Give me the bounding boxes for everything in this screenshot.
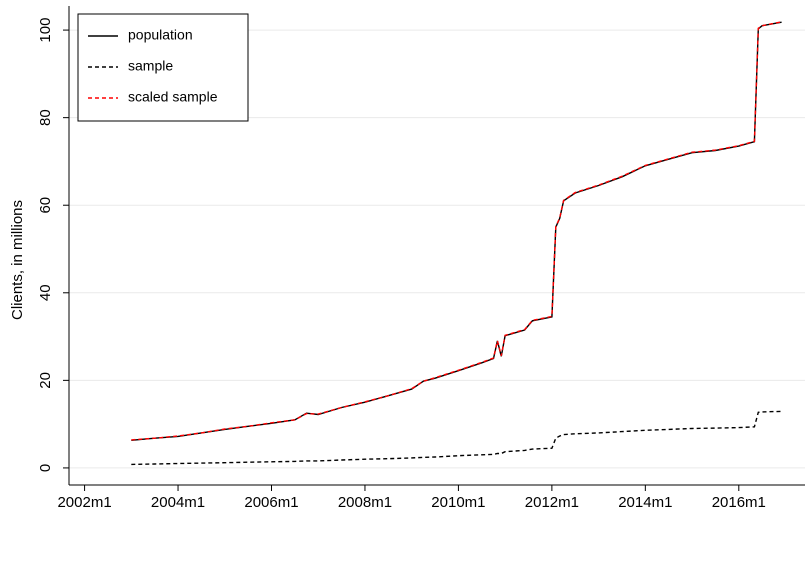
legend-box [77,13,249,122]
y-tick-label: 20 [37,372,54,389]
x-tick-label: 2016m1 [712,494,766,511]
x-tick-label: 2008m1 [338,494,392,511]
x-tick-label: 2006m1 [244,494,298,511]
legend-label: sample [128,58,173,74]
y-tick-label: 40 [37,284,54,301]
series-line [131,410,782,466]
x-tick-label: 2002m1 [57,494,111,511]
series-line [131,21,782,441]
y-tick-label: 100 [37,18,54,43]
legend-label: scaled sample [128,89,218,105]
y-tick-label: 80 [37,109,54,126]
legend-label: population [128,27,193,43]
y-tick-label: 60 [37,197,54,214]
x-tick-label: 2014m1 [618,494,672,511]
x-tick-label: 2004m1 [151,494,205,511]
y-axis-title: Clients, in millions [9,200,26,320]
y-tick-label: 0 [37,464,54,472]
x-tick-label: 2012m1 [525,494,579,511]
x-tick-label: 2010m1 [431,494,485,511]
